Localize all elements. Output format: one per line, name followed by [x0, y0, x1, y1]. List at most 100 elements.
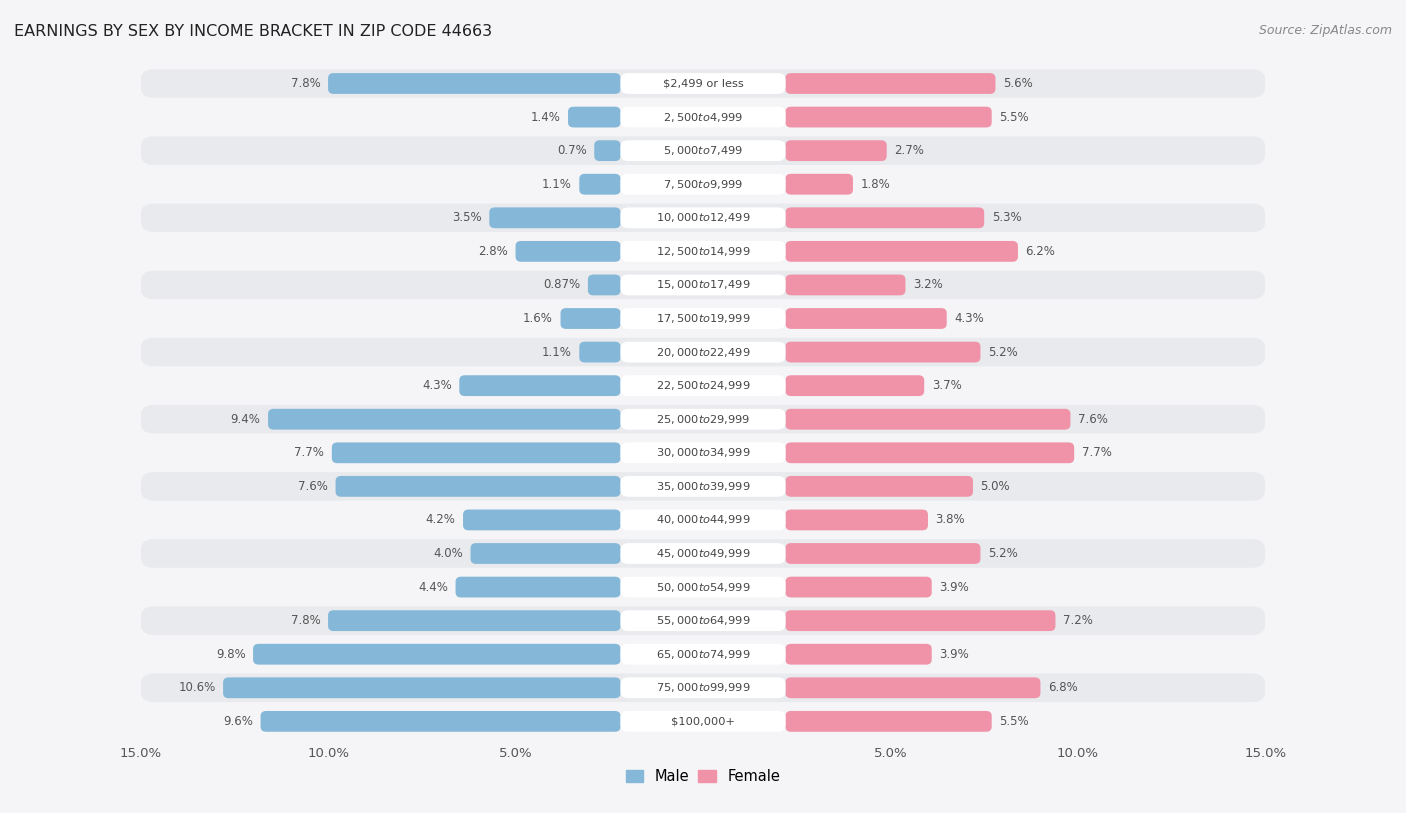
Text: 4.4%: 4.4% [418, 580, 449, 593]
Text: $65,000 to $74,999: $65,000 to $74,999 [655, 648, 751, 661]
FancyBboxPatch shape [588, 275, 620, 295]
Text: 7.6%: 7.6% [298, 480, 328, 493]
Text: 9.4%: 9.4% [231, 413, 260, 426]
FancyBboxPatch shape [463, 510, 620, 530]
FancyBboxPatch shape [568, 107, 620, 128]
Text: 2.7%: 2.7% [894, 144, 924, 157]
FancyBboxPatch shape [561, 308, 620, 329]
FancyBboxPatch shape [269, 409, 620, 429]
FancyBboxPatch shape [620, 140, 786, 161]
Text: 7.8%: 7.8% [291, 614, 321, 627]
FancyBboxPatch shape [620, 341, 786, 363]
FancyBboxPatch shape [141, 640, 1265, 668]
Text: 3.7%: 3.7% [932, 379, 962, 392]
FancyBboxPatch shape [786, 308, 946, 329]
Text: 5.3%: 5.3% [991, 211, 1021, 224]
Text: 1.8%: 1.8% [860, 178, 890, 191]
FancyBboxPatch shape [620, 611, 786, 631]
Text: $10,000 to $12,499: $10,000 to $12,499 [655, 211, 751, 224]
FancyBboxPatch shape [786, 543, 980, 564]
Text: $20,000 to $22,499: $20,000 to $22,499 [655, 346, 751, 359]
Text: $100,000+: $100,000+ [671, 716, 735, 726]
Text: 4.0%: 4.0% [433, 547, 463, 560]
FancyBboxPatch shape [786, 207, 984, 228]
FancyBboxPatch shape [332, 442, 620, 463]
FancyBboxPatch shape [786, 677, 1040, 698]
FancyBboxPatch shape [786, 73, 995, 94]
FancyBboxPatch shape [141, 438, 1265, 467]
FancyBboxPatch shape [141, 69, 1265, 98]
FancyBboxPatch shape [141, 102, 1265, 132]
Text: 7.6%: 7.6% [1078, 413, 1108, 426]
FancyBboxPatch shape [786, 711, 991, 732]
Text: $7,500 to $9,999: $7,500 to $9,999 [664, 178, 742, 191]
FancyBboxPatch shape [456, 576, 620, 598]
FancyBboxPatch shape [786, 140, 887, 161]
Text: 1.4%: 1.4% [530, 111, 561, 124]
Text: 0.87%: 0.87% [543, 278, 581, 291]
Text: $5,000 to $7,499: $5,000 to $7,499 [664, 144, 742, 157]
FancyBboxPatch shape [141, 203, 1265, 232]
FancyBboxPatch shape [620, 174, 786, 194]
Text: $2,500 to $4,999: $2,500 to $4,999 [664, 111, 742, 124]
FancyBboxPatch shape [620, 510, 786, 530]
FancyBboxPatch shape [141, 472, 1265, 501]
FancyBboxPatch shape [786, 644, 932, 665]
Text: 6.2%: 6.2% [1025, 245, 1056, 258]
FancyBboxPatch shape [141, 137, 1265, 165]
FancyBboxPatch shape [141, 304, 1265, 333]
Text: 3.9%: 3.9% [939, 648, 969, 661]
FancyBboxPatch shape [620, 442, 786, 463]
FancyBboxPatch shape [786, 476, 973, 497]
FancyBboxPatch shape [786, 409, 1070, 429]
FancyBboxPatch shape [620, 73, 786, 94]
FancyBboxPatch shape [336, 476, 620, 497]
Text: 3.8%: 3.8% [935, 514, 965, 527]
FancyBboxPatch shape [620, 241, 786, 262]
FancyBboxPatch shape [786, 174, 853, 194]
FancyBboxPatch shape [786, 510, 928, 530]
FancyBboxPatch shape [141, 606, 1265, 635]
FancyBboxPatch shape [141, 707, 1265, 736]
Text: 10.6%: 10.6% [179, 681, 215, 694]
FancyBboxPatch shape [141, 372, 1265, 400]
FancyBboxPatch shape [786, 107, 991, 128]
Text: $2,499 or less: $2,499 or less [662, 79, 744, 89]
Text: $50,000 to $54,999: $50,000 to $54,999 [655, 580, 751, 593]
FancyBboxPatch shape [141, 237, 1265, 266]
FancyBboxPatch shape [579, 341, 620, 363]
Text: $12,500 to $14,999: $12,500 to $14,999 [655, 245, 751, 258]
FancyBboxPatch shape [620, 644, 786, 665]
Text: 3.5%: 3.5% [453, 211, 482, 224]
Text: 4.3%: 4.3% [422, 379, 451, 392]
Text: 3.2%: 3.2% [912, 278, 942, 291]
FancyBboxPatch shape [786, 576, 932, 598]
Text: 5.5%: 5.5% [1000, 715, 1029, 728]
FancyBboxPatch shape [328, 611, 620, 631]
Text: 7.8%: 7.8% [291, 77, 321, 90]
FancyBboxPatch shape [253, 644, 620, 665]
Text: $17,500 to $19,999: $17,500 to $19,999 [655, 312, 751, 325]
Text: 5.2%: 5.2% [988, 346, 1018, 359]
Text: 6.8%: 6.8% [1047, 681, 1077, 694]
FancyBboxPatch shape [595, 140, 620, 161]
Text: 1.1%: 1.1% [541, 346, 572, 359]
FancyBboxPatch shape [141, 573, 1265, 602]
FancyBboxPatch shape [620, 711, 786, 732]
Text: $55,000 to $64,999: $55,000 to $64,999 [655, 614, 751, 627]
Legend: Male, Female: Male, Female [620, 763, 786, 790]
FancyBboxPatch shape [786, 442, 1074, 463]
Text: 1.1%: 1.1% [541, 178, 572, 191]
FancyBboxPatch shape [328, 73, 620, 94]
Text: 2.8%: 2.8% [478, 245, 508, 258]
FancyBboxPatch shape [260, 711, 620, 732]
FancyBboxPatch shape [620, 409, 786, 429]
FancyBboxPatch shape [620, 107, 786, 128]
Text: 5.5%: 5.5% [1000, 111, 1029, 124]
Text: Source: ZipAtlas.com: Source: ZipAtlas.com [1258, 24, 1392, 37]
FancyBboxPatch shape [620, 376, 786, 396]
Text: 5.6%: 5.6% [1002, 77, 1032, 90]
Text: 5.2%: 5.2% [988, 547, 1018, 560]
FancyBboxPatch shape [224, 677, 620, 698]
Text: 7.2%: 7.2% [1063, 614, 1092, 627]
